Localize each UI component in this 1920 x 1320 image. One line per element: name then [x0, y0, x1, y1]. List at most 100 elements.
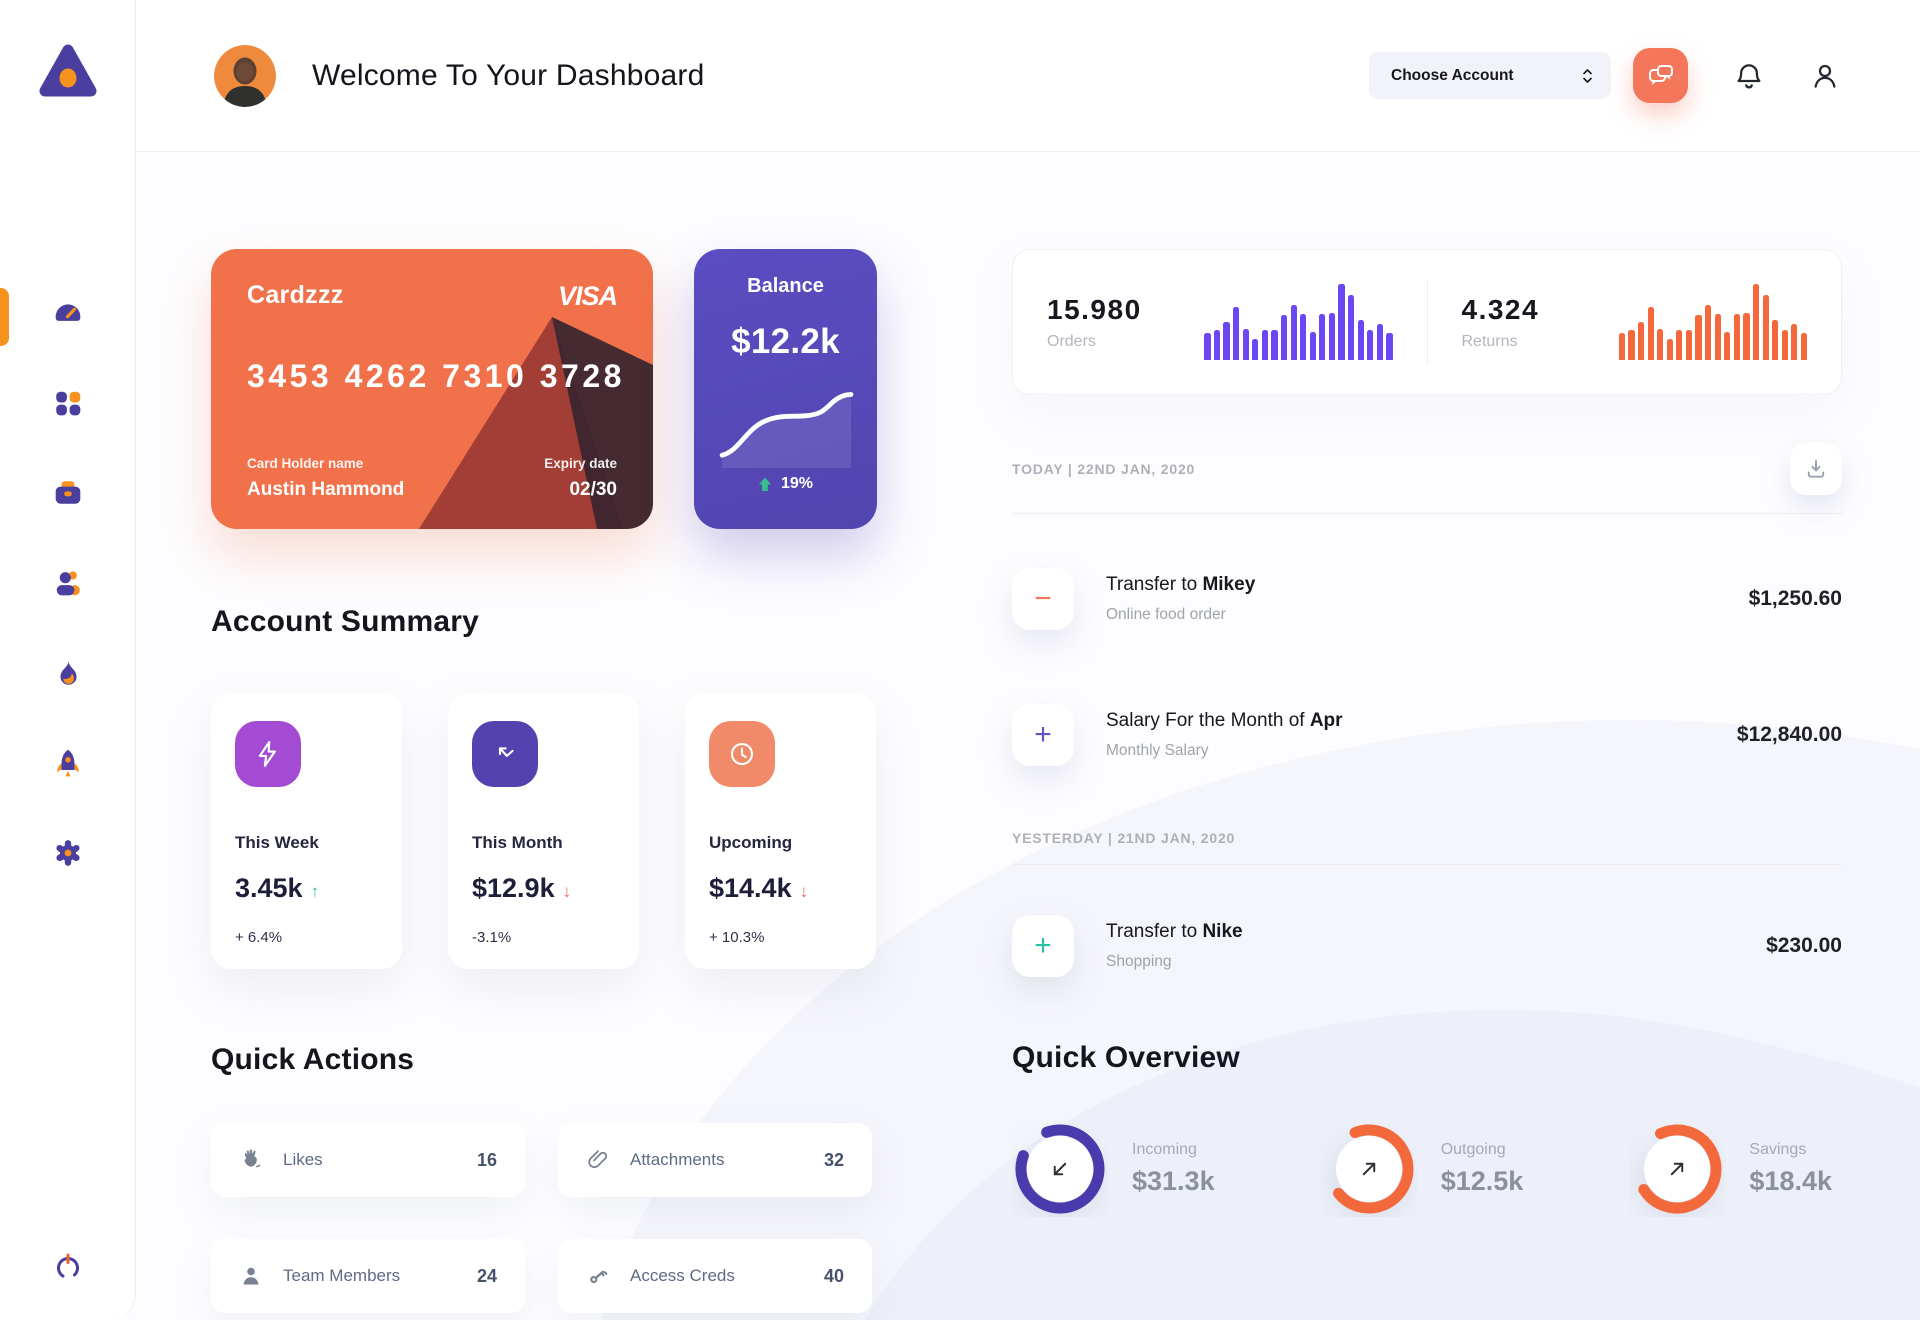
paperclip-icon [588, 1150, 608, 1169]
transaction-row-nike[interactable]: + Transfer to Nike Shopping $230.00 [1012, 915, 1842, 977]
profile-button[interactable] [1810, 61, 1840, 91]
transaction-subtitle: Monthly Salary [1106, 742, 1209, 759]
sidebar-item-launch[interactable] [53, 748, 83, 778]
summary-cards: This Week 3.45k ↑ + 6.4% [211, 693, 877, 969]
quick-action-team-members[interactable]: Team Members 24 [211, 1239, 525, 1313]
quick-action-count: 32 [823, 1149, 844, 1170]
card-name: Cardzzz [247, 281, 344, 309]
card-expiry-date: 02/30 [569, 479, 617, 500]
bell-icon [1737, 63, 1761, 89]
summary-value: 3.45k [235, 873, 303, 903]
trend-down-icon: ↓ [562, 882, 572, 901]
transaction-subtitle: Online food order [1106, 606, 1226, 623]
overview-value: $18.4k [1749, 1166, 1832, 1196]
sidebar-item-contacts[interactable] [53, 568, 83, 598]
divider [1426, 279, 1428, 365]
top-header: Welcome To Your Dashboard Choose Account [136, 0, 1920, 152]
flame-icon [60, 660, 77, 685]
plus-icon: + [1012, 704, 1074, 766]
messages-button[interactable] [1633, 48, 1688, 103]
key-icon [590, 1270, 608, 1284]
logout-button[interactable] [0, 1252, 135, 1282]
summary-label: This Month [472, 833, 563, 852]
returns-sparkline [1618, 284, 1807, 360]
sidebar-item-portfolio[interactable] [53, 478, 83, 508]
user-avatar[interactable] [214, 44, 276, 107]
quick-action-attachments[interactable]: Attachments 32 [558, 1123, 872, 1197]
sidebar-nav [0, 298, 135, 868]
lightning-icon [235, 721, 301, 787]
summary-delta: + 6.4% [235, 929, 283, 946]
quick-action-label: Access Creds [630, 1266, 735, 1285]
yesterday-section-label: YESTERDAY | 21ND JAN, 2020 [1012, 830, 1236, 846]
sidebar-item-trending[interactable] [53, 658, 83, 688]
summary-delta: + 10.3% [709, 929, 765, 946]
card-holder-name: Austin Hammond [247, 479, 405, 500]
returns-value: 4.324 [1461, 293, 1540, 325]
credit-card: Cardzzz VISA 3453 4262 7310 3728 Card Ho… [211, 249, 653, 529]
app-logo[interactable] [37, 40, 99, 102]
user-icon [1814, 64, 1836, 88]
sidebar-item-settings[interactable] [53, 838, 83, 868]
transaction-subtitle: Shopping [1106, 953, 1172, 970]
summary-value: $14.4k [709, 873, 792, 903]
account-dropdown-label: Choose Account [1391, 66, 1514, 84]
visa-logo: VISA [557, 281, 618, 311]
clap-icon [244, 1149, 261, 1168]
transaction-amount: $1,250.60 [1748, 587, 1842, 610]
orders-stat: 15.980 Orders [1013, 250, 1427, 394]
orders-value: 15.980 [1047, 293, 1142, 325]
briefcase-icon [55, 481, 80, 504]
balance-amount: $12.2k [731, 322, 840, 361]
speedometer-icon [55, 304, 80, 321]
savings-donut [1629, 1121, 1725, 1217]
overview-label: Savings [1749, 1141, 1807, 1158]
notifications-button[interactable] [1734, 61, 1764, 91]
up-right-arrow-icon [1629, 1121, 1725, 1217]
transaction-amount: $230.00 [1766, 934, 1842, 957]
quick-action-label: Likes [283, 1150, 323, 1169]
balance-card: Balance $12.2k 19% [694, 249, 877, 529]
quick-action-access-creds[interactable]: Access Creds 40 [558, 1239, 872, 1313]
summary-label: Upcoming [709, 833, 793, 852]
orders-sparkline [1204, 284, 1393, 360]
transaction-row-mikey[interactable]: − Transfer to Mikey Online food order $1… [1012, 568, 1842, 630]
download-button[interactable] [1790, 443, 1842, 495]
quick-actions-heading: Quick Actions [211, 1043, 415, 1076]
person-icon [243, 1267, 259, 1285]
gear-icon [55, 840, 80, 866]
today-section-label: TODAY | 22ND JAN, 2020 [1012, 461, 1196, 477]
returns-stat: 4.324 Returns [1428, 250, 1842, 394]
arrow-up-left-icon [472, 721, 538, 787]
active-nav-indicator [0, 288, 9, 346]
quick-overview-heading: Quick Overview [1012, 1041, 1240, 1074]
sidebar-item-apps[interactable] [53, 388, 83, 418]
quick-action-likes[interactable]: Likes 16 [211, 1123, 525, 1197]
balance-change: 19% [780, 475, 814, 492]
account-dropdown[interactable]: Choose Account [1369, 52, 1611, 99]
chevron-up-down-icon [1556, 67, 1593, 85]
outgoing-donut [1321, 1121, 1417, 1217]
transaction-title: Transfer to Mikey [1106, 574, 1256, 595]
card-expiry-label: Expiry date [544, 456, 617, 471]
minus-icon: − [1012, 568, 1074, 630]
overview-savings: Savings $18.4k [1629, 1121, 1832, 1217]
summary-label: This Week [235, 833, 319, 852]
overview-label: Incoming [1132, 1141, 1197, 1158]
transaction-title: Transfer to Nike [1106, 921, 1243, 942]
quick-actions-grid: Likes 16 Attachments 32 [211, 1123, 877, 1313]
rocket-icon [56, 749, 79, 777]
dashboard-content: Cardzzz VISA 3453 4262 7310 3728 Card Ho… [136, 152, 1920, 1320]
clock-icon [709, 721, 775, 787]
person-icon [56, 571, 80, 596]
transaction-row-salary[interactable]: + Salary For the Month of Apr Monthly Sa… [1012, 704, 1842, 766]
transaction-title: Salary For the Month of Apr [1106, 710, 1343, 731]
download-icon [1807, 460, 1825, 478]
balance-line-chart [719, 392, 853, 468]
quick-action-count: 16 [476, 1149, 497, 1170]
returns-label: Returns [1461, 332, 1518, 350]
quick-overview-row: Incoming $31.3k [1012, 1121, 1842, 1217]
down-left-arrow-icon [1012, 1121, 1108, 1217]
summary-card-this-week: This Week 3.45k ↑ + 6.4% [211, 693, 402, 969]
sidebar-item-dashboard[interactable] [53, 298, 83, 328]
